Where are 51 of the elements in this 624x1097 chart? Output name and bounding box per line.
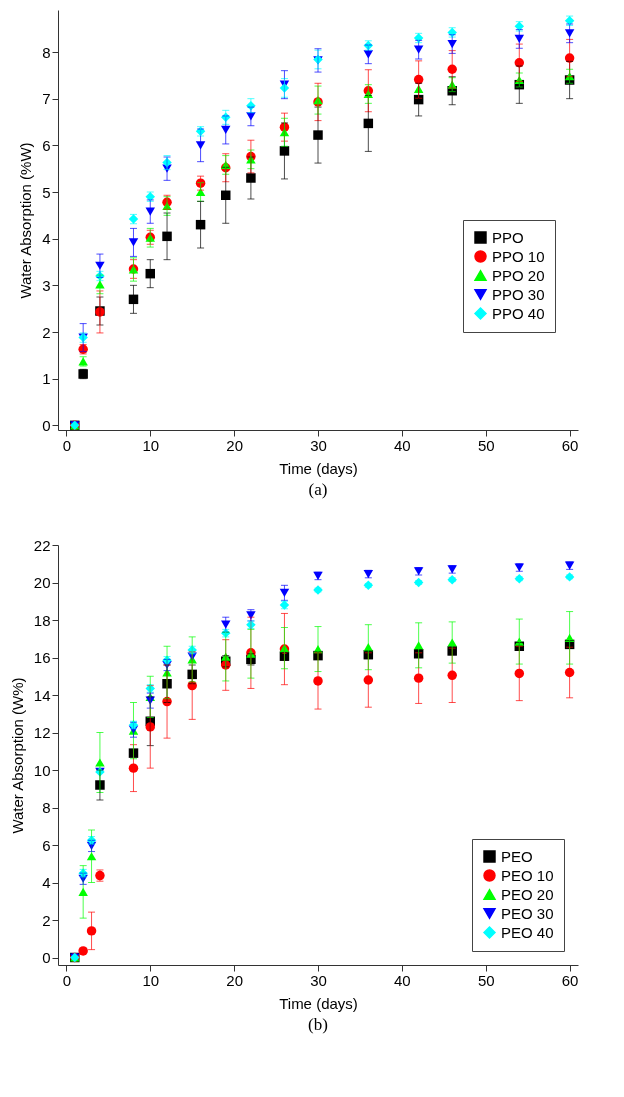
- x-tick-label: 40: [394, 971, 411, 989]
- y-tick-label: 1: [42, 370, 51, 388]
- x-tick-label: 30: [310, 971, 327, 989]
- text: (b): [308, 1015, 328, 1034]
- y-axis-title: Water Absorption (W%): [8, 677, 26, 834]
- x-tick-label: 30: [310, 436, 327, 454]
- x-tick-label: 0: [62, 971, 72, 989]
- legend-label: PPO 10: [492, 247, 545, 265]
- legend-label: PEO 20: [501, 885, 554, 903]
- y-tick-label: 8: [42, 43, 51, 61]
- legend-label: PEO 30: [501, 904, 554, 922]
- text: (a): [308, 480, 328, 499]
- x-axis-title: Time (days): [279, 994, 358, 1012]
- y-tick-label: 2: [42, 323, 51, 341]
- x-tick-label: 50: [477, 436, 495, 454]
- x-axis-title: Time (days): [279, 459, 358, 477]
- x-tick-label: 0: [62, 436, 72, 454]
- y-tick-label: 10: [33, 761, 51, 779]
- y-tick-label: 2: [42, 911, 51, 929]
- legend-label: PPO 30: [492, 285, 545, 303]
- y-tick-label: 0: [42, 949, 51, 966]
- x-tick-label: 10: [142, 971, 160, 989]
- x-tick-label: 20: [226, 436, 243, 454]
- y-tick-label: 4: [42, 874, 51, 891]
- y-tick-label: 3: [42, 276, 51, 294]
- y-tick-label: 20: [33, 574, 51, 591]
- y-tick-label: 4: [42, 230, 51, 248]
- y-tick-label: 16: [33, 649, 51, 666]
- legend-label: PPO: [492, 228, 524, 246]
- legend-label: PPO 40: [492, 304, 545, 322]
- y-tick-label: 18: [33, 611, 51, 629]
- y-tick-label: 12: [33, 724, 51, 741]
- x-tick-label: 60: [561, 436, 579, 454]
- y-tick-label: 5: [42, 183, 51, 201]
- y-tick-label: 8: [42, 799, 51, 816]
- y-tick-label: 22: [33, 536, 51, 554]
- legend-label: PEO: [501, 847, 533, 865]
- y-tick-label: 7: [42, 90, 51, 108]
- x-tick-label: 50: [477, 971, 495, 989]
- x-tick-label: 60: [561, 971, 579, 989]
- y-tick-label: 6: [42, 136, 51, 154]
- x-tick-label: 10: [142, 436, 160, 454]
- x-tick-label: 40: [394, 436, 411, 454]
- legend-label: PEO 40: [501, 923, 554, 941]
- legend-label: PEO 10: [501, 866, 554, 884]
- x-tick-label: 20: [226, 971, 243, 989]
- y-tick-label: 0: [42, 416, 51, 434]
- legend-label: PPO 20: [492, 266, 545, 284]
- y-axis-title: Water Absorption (%W): [17, 142, 35, 299]
- y-tick-label: 6: [42, 836, 51, 854]
- y-tick-label: 14: [33, 686, 51, 704]
